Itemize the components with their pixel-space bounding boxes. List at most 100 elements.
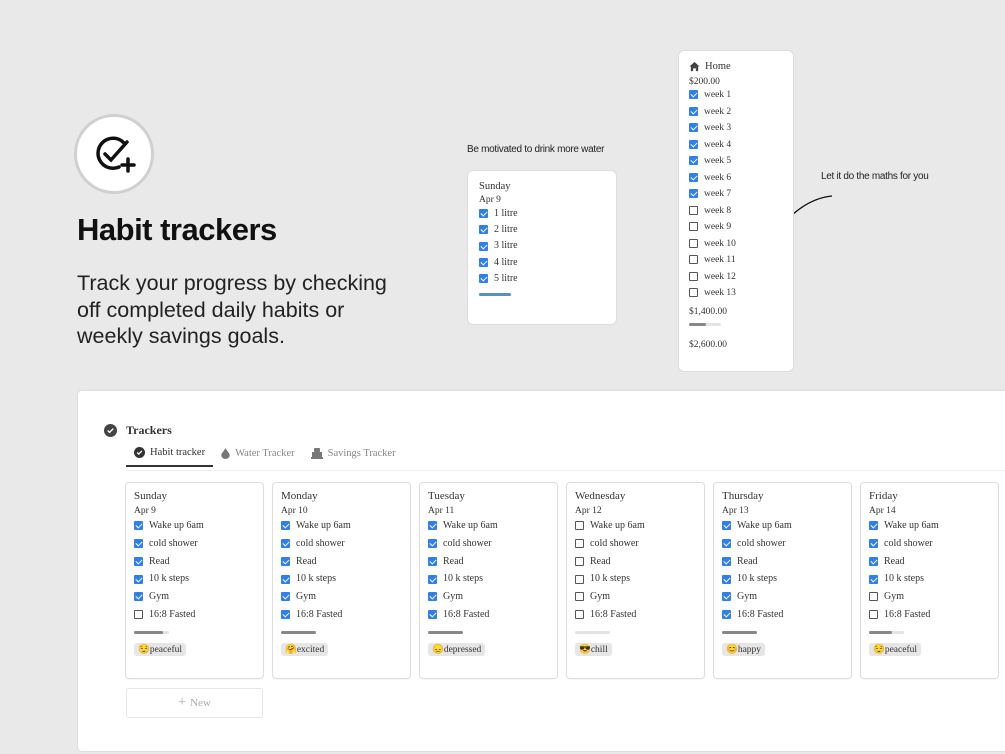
checkbox[interactable]	[281, 574, 290, 584]
day-card-sunday[interactable]: Sunday Apr 9 Wake up 6am cold shower Read 10 …	[126, 483, 263, 678]
checkbox[interactable]	[428, 556, 437, 566]
checkbox[interactable]	[575, 539, 584, 548]
habit-item[interactable]: cold shower	[869, 535, 990, 553]
tab-water-tracker[interactable]: Water Tracker	[213, 447, 303, 467]
habit-item[interactable]: 10 k steps	[869, 570, 990, 588]
tab-habit-tracker[interactable]: Habit tracker	[126, 447, 214, 467]
day-card-friday[interactable]: Friday Apr 14 Wake up 6am cold shower Read 10…	[861, 483, 998, 678]
week-item[interactable]: week 13	[689, 285, 783, 302]
checkbox[interactable]	[689, 255, 698, 265]
checkbox[interactable]	[428, 592, 437, 602]
habit-item[interactable]: cold shower	[575, 535, 696, 553]
habit-item[interactable]: Read	[428, 553, 549, 571]
water-item[interactable]: 2 litre	[479, 222, 605, 238]
checkbox[interactable]	[689, 90, 698, 100]
checkbox[interactable]	[134, 556, 143, 566]
habit-item[interactable]: 10 k steps	[281, 570, 402, 588]
week-item[interactable]: week 11	[689, 252, 783, 269]
habit-item[interactable]: 16:8 Fasted	[134, 606, 255, 624]
checkbox[interactable]	[722, 574, 731, 584]
checkbox[interactable]	[479, 241, 488, 251]
checkbox[interactable]	[689, 139, 698, 149]
checkbox[interactable]	[134, 521, 143, 531]
habit-item[interactable]: Read	[134, 553, 255, 571]
week-item[interactable]: week 1	[689, 87, 783, 104]
week-item[interactable]: week 12	[689, 269, 783, 286]
habit-item[interactable]: Gym	[281, 588, 402, 606]
habit-item[interactable]: Wake up 6am	[428, 517, 549, 535]
week-item[interactable]: week 2	[689, 104, 783, 121]
checkbox[interactable]	[689, 222, 698, 232]
week-item[interactable]: week 8	[689, 203, 783, 220]
checkbox[interactable]	[869, 521, 878, 531]
habit-item[interactable]: 10 k steps	[428, 570, 549, 588]
habit-item[interactable]: Read	[281, 553, 402, 571]
water-item[interactable]: 3 litre	[479, 238, 605, 254]
checkbox[interactable]	[869, 539, 878, 548]
checkbox[interactable]	[869, 610, 878, 620]
habit-item[interactable]: Gym	[134, 588, 255, 606]
habit-item[interactable]: cold shower	[134, 535, 255, 553]
checkbox[interactable]	[428, 521, 437, 531]
new-button[interactable]: + New	[126, 688, 263, 718]
habit-item[interactable]: Wake up 6am	[722, 517, 843, 535]
checkbox[interactable]	[722, 521, 731, 531]
week-item[interactable]: week 6	[689, 170, 783, 187]
day-card-monday[interactable]: Monday Apr 10 Wake up 6am cold shower Read 10…	[273, 483, 410, 678]
checkbox[interactable]	[479, 273, 488, 283]
water-item[interactable]: 5 litre	[479, 271, 605, 287]
checkbox[interactable]	[575, 610, 584, 620]
checkbox[interactable]	[281, 521, 290, 531]
day-card-thursday[interactable]: Thursday Apr 13 Wake up 6am cold shower Read…	[714, 483, 851, 678]
habit-item[interactable]: Wake up 6am	[575, 517, 696, 535]
checkbox[interactable]	[281, 539, 290, 548]
checkbox[interactable]	[869, 574, 878, 584]
checkbox[interactable]	[428, 539, 437, 548]
tab-savings-tracker[interactable]: Savings Tracker	[303, 447, 404, 467]
habit-item[interactable]: Read	[575, 553, 696, 571]
checkbox[interactable]	[689, 156, 698, 166]
habit-item[interactable]: Gym	[428, 588, 549, 606]
habit-item[interactable]: Wake up 6am	[869, 517, 990, 535]
checkbox[interactable]	[689, 106, 698, 116]
water-item[interactable]: 4 litre	[479, 255, 605, 271]
habit-item[interactable]: 10 k steps	[134, 570, 255, 588]
checkbox[interactable]	[722, 610, 731, 620]
checkbox[interactable]	[575, 574, 584, 584]
habit-item[interactable]: Read	[722, 553, 843, 571]
checkbox[interactable]	[134, 592, 143, 602]
checkbox[interactable]	[575, 592, 584, 602]
habit-item[interactable]: 16:8 Fasted	[428, 606, 549, 624]
checkbox[interactable]	[689, 189, 698, 199]
checkbox[interactable]	[722, 539, 731, 548]
habit-item[interactable]: cold shower	[722, 535, 843, 553]
checkbox[interactable]	[281, 556, 290, 566]
week-item[interactable]: week 5	[689, 153, 783, 170]
checkbox[interactable]	[689, 288, 698, 298]
checkbox[interactable]	[281, 592, 290, 602]
checkbox[interactable]	[722, 556, 731, 566]
checkbox[interactable]	[281, 610, 290, 620]
day-card-wednesday[interactable]: Wednesday Apr 12 Wake up 6am cold shower Rea…	[567, 483, 704, 678]
checkbox[interactable]	[722, 592, 731, 602]
checkbox[interactable]	[689, 172, 698, 182]
habit-item[interactable]: Gym	[869, 588, 990, 606]
checkbox[interactable]	[428, 574, 437, 584]
checkbox[interactable]	[134, 610, 143, 620]
habit-item[interactable]: 16:8 Fasted	[281, 606, 402, 624]
week-item[interactable]: week 3	[689, 120, 783, 137]
habit-item[interactable]: cold shower	[281, 535, 402, 553]
habit-item[interactable]: 10 k steps	[722, 570, 843, 588]
habit-item[interactable]: Gym	[575, 588, 696, 606]
checkbox[interactable]	[689, 238, 698, 248]
habit-item[interactable]: Wake up 6am	[134, 517, 255, 535]
water-item[interactable]: 1 litre	[479, 206, 605, 222]
water-tracker-card[interactable]: Sunday Apr 9 1 litre 2 litre 3 litre 4 litr…	[468, 171, 616, 324]
habit-item[interactable]: Gym	[722, 588, 843, 606]
checkbox[interactable]	[689, 205, 698, 215]
checkbox[interactable]	[689, 123, 698, 133]
habit-item[interactable]: Read	[869, 553, 990, 571]
habit-item[interactable]: 16:8 Fasted	[722, 606, 843, 624]
checkbox[interactable]	[479, 257, 488, 267]
checkbox[interactable]	[575, 556, 584, 566]
